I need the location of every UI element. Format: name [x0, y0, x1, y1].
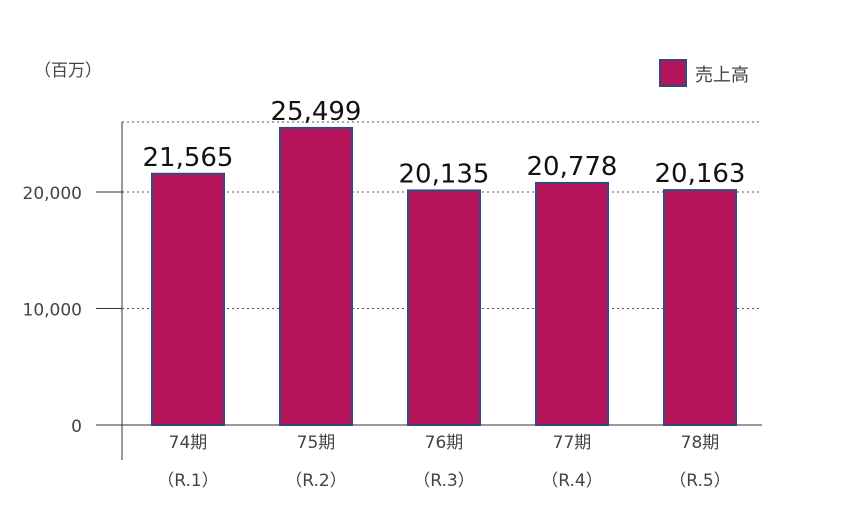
x-category-era-4: （R.5）: [669, 471, 730, 491]
y-tick-label-10000: 10,000: [23, 301, 82, 321]
bar-4: [663, 189, 737, 426]
y-tick-label-20000: 20,000: [23, 184, 82, 204]
x-category-era-0: （R.1）: [157, 471, 218, 491]
y-tick-label-0: 0: [71, 417, 82, 437]
x-category-period-1: 75期: [297, 433, 336, 453]
data-label-1: 25,499: [271, 97, 362, 127]
data-label-2: 20,135: [399, 159, 490, 189]
y-axis-unit-label: （百万）: [34, 61, 102, 81]
x-category-period-0: 74期: [169, 433, 208, 453]
data-label-0: 21,565: [143, 143, 234, 173]
legend-swatch: [659, 59, 687, 87]
x-category-era-1: （R.2）: [285, 471, 346, 491]
x-category-era-3: （R.4）: [541, 471, 602, 491]
x-axis-categories: 74期 （R.1） 75期 （R.2） 76期 （R.3） 77期 （R.4） 78期 （R.5）: [157, 433, 730, 491]
x-category-period-2: 76期: [425, 433, 464, 453]
y-axis-ticks: 0 10,000 20,000: [23, 184, 82, 437]
x-category-period-3: 77期: [553, 433, 592, 453]
data-label-4: 20,163: [655, 159, 746, 189]
bar-1: [279, 126, 353, 427]
bar-2: [407, 189, 481, 426]
x-category-period-4: 78期: [681, 433, 720, 453]
data-label-3: 20,778: [527, 152, 618, 182]
x-category-era-2: （R.3）: [413, 471, 474, 491]
bars: [151, 126, 737, 427]
legend: 売上高: [659, 59, 749, 87]
bar-0: [151, 172, 225, 426]
bar-3: [535, 181, 609, 426]
data-labels: 21,565 25,499 20,135 20,778 20,163: [143, 97, 746, 189]
legend-label-sales: 売上高: [695, 65, 749, 86]
